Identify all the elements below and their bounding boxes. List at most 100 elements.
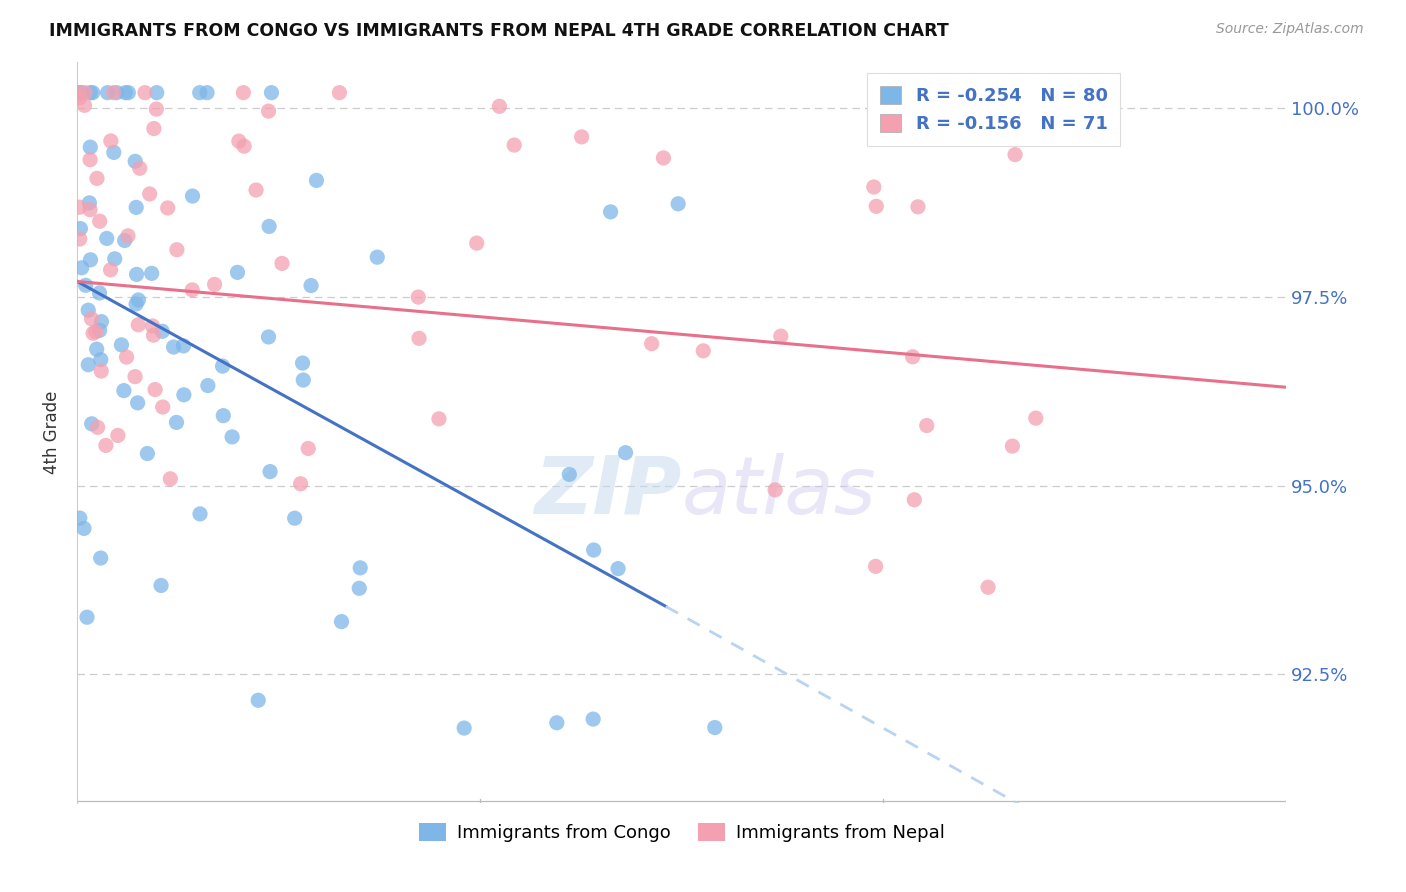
Point bbox=[226, 265, 249, 279]
Point bbox=[162, 340, 184, 354]
Point bbox=[79, 153, 101, 167]
Point bbox=[259, 465, 281, 479]
Point bbox=[69, 511, 91, 525]
Point bbox=[640, 336, 662, 351]
Point bbox=[86, 342, 108, 356]
Point bbox=[862, 180, 884, 194]
Point bbox=[69, 91, 91, 105]
Point bbox=[305, 173, 328, 187]
Point bbox=[79, 195, 101, 210]
Point bbox=[703, 721, 725, 735]
Point bbox=[652, 151, 675, 165]
Point bbox=[330, 615, 353, 629]
Point bbox=[89, 214, 111, 228]
Point bbox=[212, 409, 235, 423]
Point bbox=[125, 268, 148, 282]
Point bbox=[73, 98, 96, 112]
Point bbox=[666, 196, 689, 211]
Point bbox=[865, 559, 887, 574]
Point bbox=[465, 236, 488, 251]
Point bbox=[136, 446, 159, 460]
Point bbox=[284, 511, 307, 525]
Point bbox=[571, 129, 593, 144]
Point bbox=[96, 231, 118, 245]
Point bbox=[257, 104, 280, 119]
Point bbox=[79, 252, 101, 267]
Point bbox=[257, 330, 280, 344]
Point bbox=[76, 610, 98, 624]
Point bbox=[77, 303, 100, 318]
Point bbox=[1025, 411, 1047, 425]
Point bbox=[955, 115, 977, 129]
Point bbox=[100, 134, 122, 148]
Point bbox=[100, 263, 122, 277]
Point bbox=[211, 359, 233, 373]
Point bbox=[488, 99, 510, 113]
Point bbox=[188, 86, 211, 100]
Point bbox=[150, 578, 173, 592]
Point bbox=[86, 420, 108, 434]
Point bbox=[112, 384, 135, 398]
Point bbox=[290, 476, 312, 491]
Point bbox=[124, 154, 146, 169]
Point bbox=[181, 189, 204, 203]
Point bbox=[977, 580, 1000, 594]
Point bbox=[188, 507, 211, 521]
Point bbox=[77, 358, 100, 372]
Point bbox=[156, 201, 179, 215]
Point bbox=[582, 712, 605, 726]
Point bbox=[763, 483, 786, 497]
Point bbox=[80, 311, 103, 326]
Point bbox=[115, 350, 138, 364]
Point bbox=[90, 315, 112, 329]
Text: ZIP: ZIP bbox=[534, 453, 682, 531]
Point bbox=[128, 161, 150, 176]
Point bbox=[247, 693, 270, 707]
Point bbox=[80, 417, 103, 431]
Point bbox=[69, 221, 91, 235]
Point bbox=[907, 200, 929, 214]
Point bbox=[546, 715, 568, 730]
Point bbox=[82, 86, 104, 100]
Point bbox=[107, 428, 129, 442]
Point bbox=[145, 102, 167, 116]
Point bbox=[1004, 147, 1026, 161]
Point bbox=[599, 205, 621, 219]
Point bbox=[82, 326, 104, 341]
Point bbox=[503, 138, 526, 153]
Point bbox=[232, 86, 254, 100]
Point bbox=[114, 86, 136, 100]
Point bbox=[127, 396, 149, 410]
Point bbox=[69, 232, 91, 246]
Point bbox=[558, 467, 581, 482]
Point bbox=[145, 86, 167, 100]
Point bbox=[150, 324, 173, 338]
Point bbox=[69, 87, 91, 101]
Point bbox=[195, 86, 218, 100]
Point bbox=[97, 86, 120, 100]
Point bbox=[134, 86, 156, 100]
Point bbox=[90, 364, 112, 378]
Point bbox=[181, 283, 204, 297]
Point bbox=[86, 171, 108, 186]
Point bbox=[159, 472, 181, 486]
Point bbox=[105, 86, 128, 100]
Point bbox=[769, 329, 792, 343]
Point bbox=[142, 121, 165, 136]
Point bbox=[901, 350, 924, 364]
Y-axis label: 4th Grade: 4th Grade bbox=[44, 391, 62, 475]
Point bbox=[69, 200, 91, 214]
Point bbox=[328, 86, 350, 100]
Point bbox=[69, 86, 91, 100]
Point bbox=[692, 343, 714, 358]
Point bbox=[297, 442, 319, 456]
Point bbox=[84, 325, 107, 339]
Point bbox=[79, 86, 101, 100]
Point bbox=[614, 446, 637, 460]
Point bbox=[406, 290, 429, 304]
Point bbox=[166, 416, 188, 430]
Point bbox=[79, 140, 101, 154]
Point bbox=[90, 352, 112, 367]
Point bbox=[73, 521, 96, 535]
Point bbox=[173, 388, 195, 402]
